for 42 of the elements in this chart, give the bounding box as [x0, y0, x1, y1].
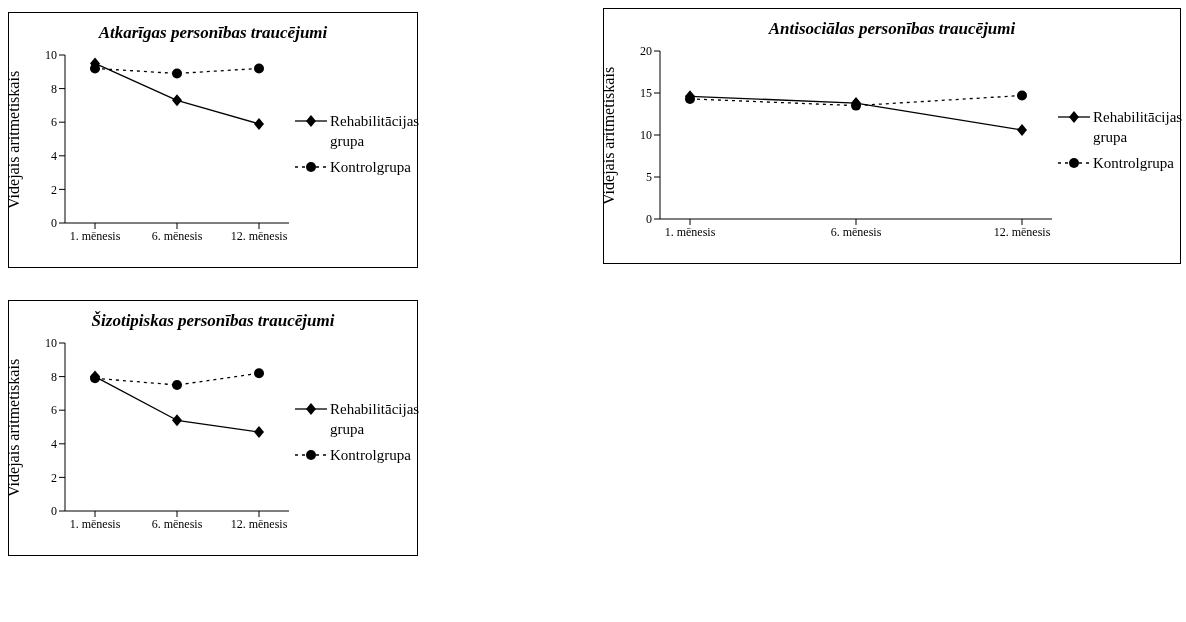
y-tick-label: 8 — [51, 369, 57, 384]
y-tick-label: 5 — [646, 170, 652, 185]
point — [172, 414, 182, 427]
legend-label: Kontrolgrupa — [330, 445, 411, 465]
point — [254, 426, 264, 439]
x-tick-label: 1. mēnesis — [69, 228, 121, 243]
point — [172, 94, 182, 107]
y-tick-label: 2 — [51, 182, 57, 197]
x-tick-label: 6. mēnesis — [830, 224, 882, 239]
point — [172, 68, 182, 79]
y-tick-label: 2 — [51, 470, 57, 485]
y-tick-label: 0 — [51, 504, 57, 519]
x-tick-label: 1. mēnesis — [69, 516, 121, 531]
point — [1017, 90, 1027, 101]
y-tick-label: 10 — [640, 128, 652, 143]
y-tick-label: 10 — [45, 336, 57, 351]
y-tick-label: 8 — [51, 81, 57, 96]
y-tick-label: 0 — [646, 212, 652, 227]
y-tick-label: 20 — [640, 44, 652, 59]
x-tick-label: 1. mēnesis — [664, 224, 716, 239]
x-tick-label: 6. mēnesis — [151, 516, 203, 531]
point — [254, 63, 264, 74]
legend-label: Kontrolgrupa — [1093, 153, 1174, 173]
x-tick-label: 6. mēnesis — [151, 228, 203, 243]
x-tick-label: 12. mēnesis — [993, 224, 1051, 239]
y-tick-label: 15 — [640, 86, 652, 101]
point — [254, 368, 264, 379]
y-tick-label: 6 — [51, 403, 57, 418]
chart-title: Antisociālas personības traucējumi — [767, 19, 1017, 39]
y-tick-label: 4 — [51, 149, 57, 164]
chart-title: Atkarīgas personības traucējumi — [97, 23, 329, 43]
point — [1017, 123, 1027, 136]
y-tick-label: 0 — [51, 216, 57, 231]
legend-label: Kontrolgrupa — [330, 157, 411, 177]
y-tick-label: 6 — [51, 115, 57, 130]
y-tick-label: 4 — [51, 437, 57, 452]
y-tick-label: 10 — [45, 48, 57, 63]
point — [254, 117, 264, 130]
x-tick-label: 12. mēnesis — [230, 516, 288, 531]
chart-title: Šizotipiskas personības traucējumi — [90, 311, 336, 331]
point — [172, 380, 182, 390]
x-tick-label: 12. mēnesis — [230, 228, 288, 243]
